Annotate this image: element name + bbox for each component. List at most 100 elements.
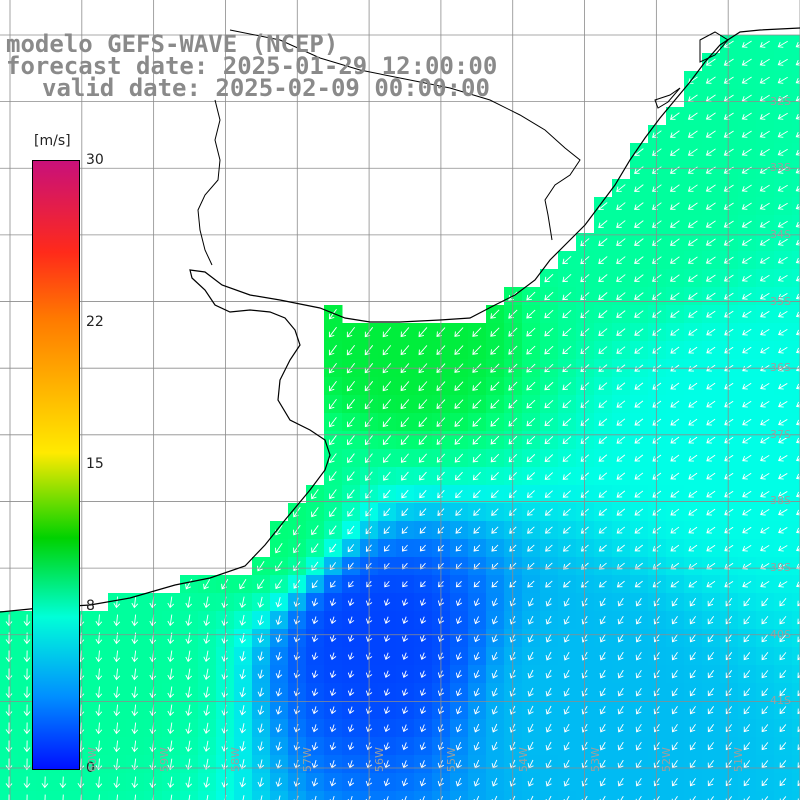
wind-arrow bbox=[705, 76, 716, 84]
field-cell bbox=[198, 791, 217, 800]
wind-arrow bbox=[706, 382, 716, 390]
wind-arrow bbox=[418, 435, 428, 445]
wind-arrow bbox=[669, 238, 680, 246]
wind-arrow bbox=[705, 202, 716, 210]
wind-arrow bbox=[5, 686, 13, 699]
longitude-label: 53W bbox=[588, 747, 602, 772]
wind-arrow bbox=[311, 489, 319, 500]
wind-arrow bbox=[634, 580, 643, 588]
wind-arrow bbox=[778, 401, 788, 408]
field-cell bbox=[342, 791, 361, 800]
wind-arrow bbox=[599, 741, 606, 751]
wind-arrow bbox=[239, 777, 247, 788]
wind-arrow bbox=[329, 453, 337, 464]
wind-arrow bbox=[653, 705, 660, 715]
wind-arrow bbox=[723, 220, 734, 228]
wind-arrow bbox=[131, 650, 139, 663]
wind-arrow bbox=[760, 310, 770, 318]
wind-arrow bbox=[598, 454, 608, 462]
field-cell bbox=[792, 431, 800, 450]
wind-arrow bbox=[401, 508, 409, 517]
wind-arrow bbox=[257, 579, 265, 590]
field-cell bbox=[792, 89, 800, 108]
wind-arrow bbox=[760, 508, 770, 516]
wind-arrow bbox=[401, 670, 409, 679]
wind-arrow bbox=[455, 724, 462, 733]
wind-arrow bbox=[741, 130, 752, 138]
wind-arrow bbox=[527, 669, 534, 679]
wind-arrow bbox=[8, 794, 10, 800]
wind-arrow bbox=[328, 344, 337, 356]
wind-arrow bbox=[455, 490, 463, 499]
wind-arrow bbox=[653, 741, 660, 751]
wind-arrow bbox=[779, 742, 787, 751]
wind-arrow bbox=[384, 580, 390, 588]
field-cell bbox=[792, 719, 800, 738]
wind-arrow bbox=[671, 651, 678, 661]
wind-arrow bbox=[401, 544, 408, 552]
wind-arrow bbox=[634, 202, 644, 210]
wind-arrow bbox=[383, 471, 391, 481]
wind-arrow bbox=[113, 686, 121, 699]
wind-arrow bbox=[346, 399, 355, 410]
wind-arrow bbox=[527, 723, 534, 733]
wind-arrow bbox=[491, 598, 498, 607]
wind-arrow bbox=[400, 399, 410, 410]
wind-arrow bbox=[707, 778, 714, 787]
wind-arrow bbox=[671, 778, 678, 787]
wind-arrow bbox=[185, 686, 193, 699]
wind-arrow bbox=[742, 418, 752, 426]
wind-arrow bbox=[419, 706, 427, 715]
wind-arrow bbox=[329, 525, 337, 535]
wind-arrow bbox=[581, 705, 588, 715]
wind-arrow bbox=[616, 544, 625, 552]
longitude-label: 60W bbox=[85, 747, 99, 772]
wind-arrow bbox=[797, 744, 800, 751]
wind-arrow bbox=[80, 794, 82, 800]
wind-arrow bbox=[311, 670, 319, 679]
wind-arrow bbox=[797, 726, 800, 733]
wind-arrow bbox=[311, 525, 319, 536]
wind-arrow bbox=[669, 130, 680, 138]
wind-arrow bbox=[346, 380, 355, 392]
wind-arrow bbox=[671, 688, 678, 697]
wind-arrow bbox=[382, 435, 391, 446]
field-cell bbox=[792, 323, 800, 342]
wind-arrow bbox=[419, 670, 427, 679]
wind-arrow bbox=[5, 740, 13, 753]
wind-arrow bbox=[491, 616, 498, 625]
wind-arrow bbox=[598, 292, 608, 300]
wind-arrow bbox=[275, 597, 282, 608]
wind-arrow bbox=[671, 724, 678, 733]
wind-arrow bbox=[689, 706, 696, 715]
wind-arrow bbox=[761, 615, 769, 625]
wind-arrow bbox=[239, 669, 247, 680]
wind-arrow bbox=[634, 544, 644, 552]
wind-arrow bbox=[382, 381, 392, 392]
wind-arrow bbox=[598, 328, 608, 336]
wind-arrow bbox=[616, 220, 626, 228]
wind-arrow bbox=[383, 598, 391, 607]
wind-arrow bbox=[419, 616, 427, 625]
wind-arrow bbox=[329, 670, 337, 679]
wind-arrow bbox=[797, 762, 800, 769]
wind-arrow bbox=[687, 184, 698, 192]
wind-arrow bbox=[454, 417, 464, 427]
wind-arrow bbox=[634, 418, 644, 426]
wind-arrow bbox=[329, 598, 337, 607]
wind-arrow bbox=[670, 544, 680, 552]
wind-arrow bbox=[185, 578, 193, 590]
wind-arrow bbox=[311, 580, 318, 589]
wind-arrow bbox=[544, 399, 554, 409]
wind-arrow bbox=[167, 740, 175, 753]
field-cell bbox=[792, 143, 800, 162]
wind-arrow bbox=[743, 742, 751, 751]
latitude-label: 40S bbox=[770, 627, 791, 641]
wind-arrow bbox=[329, 724, 337, 733]
wind-arrow bbox=[634, 166, 644, 174]
longitude-label: 56W bbox=[373, 747, 387, 772]
wind-arrow bbox=[455, 526, 463, 534]
field-cell bbox=[558, 791, 577, 800]
latitude-label: 35S bbox=[770, 294, 791, 308]
wind-arrow bbox=[725, 724, 733, 733]
